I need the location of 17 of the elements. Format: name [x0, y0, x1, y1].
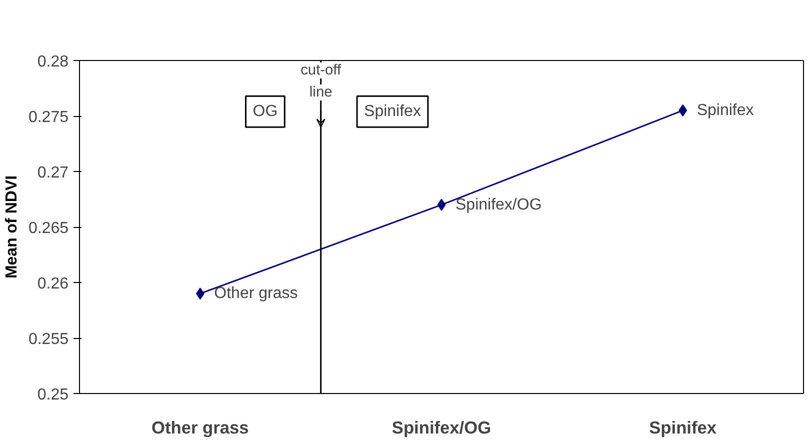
- annotation: Spinifex: [364, 103, 421, 120]
- y-tick-label: 0.28: [37, 54, 69, 70]
- y-axis-title: Mean of NDVI: [3, 175, 20, 279]
- x-tick-label: Spinifex/OG: [392, 418, 492, 438]
- y-tick-label: 0.265: [28, 220, 69, 237]
- annotation: Spinifex: [696, 102, 754, 119]
- annotation: Other grass: [214, 285, 298, 302]
- y-tick-label: 0.26: [37, 276, 69, 292]
- x-tick-label: Spinifex: [649, 418, 717, 438]
- annotation: OG: [252, 103, 278, 120]
- y-tick-label: 0.275: [28, 109, 69, 126]
- annotation: cut-off line: [300, 62, 342, 100]
- x-tick-label: Other grass: [152, 418, 249, 438]
- y-tick-label: 0.27: [37, 164, 69, 182]
- y-tick-label: 0.25: [37, 386, 69, 404]
- annotation: Spinifex/OG: [456, 196, 542, 214]
- y-tick-label: 0.255: [28, 331, 69, 348]
